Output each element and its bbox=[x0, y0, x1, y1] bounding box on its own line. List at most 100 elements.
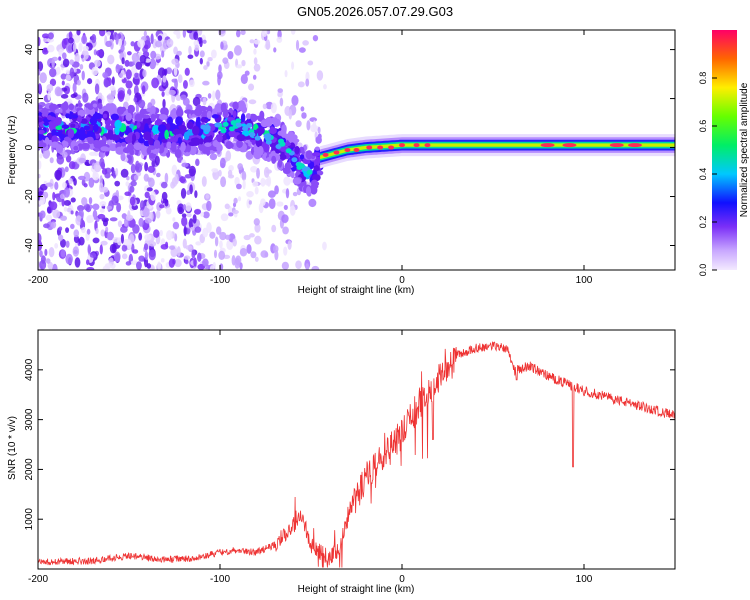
ridge-blob bbox=[146, 107, 153, 112]
noise-blob bbox=[121, 57, 125, 65]
noise-blob bbox=[186, 190, 191, 196]
ridge-blob bbox=[180, 141, 186, 152]
noise-blob bbox=[93, 59, 101, 68]
ridge-blob bbox=[44, 136, 50, 146]
noise-blob bbox=[254, 223, 261, 233]
noise-blob bbox=[182, 30, 187, 38]
noise-blob bbox=[115, 63, 121, 74]
ridge-blob bbox=[132, 133, 137, 143]
noise-blob bbox=[79, 63, 84, 70]
y-tick-label: 20 bbox=[24, 93, 35, 105]
noise-blob bbox=[305, 78, 310, 87]
x-tick-label: 0 bbox=[399, 574, 405, 585]
noise-blob bbox=[297, 81, 305, 88]
noise-blob bbox=[172, 221, 180, 230]
noise-blob bbox=[215, 226, 222, 235]
noise-blob bbox=[58, 56, 62, 61]
noise-blob bbox=[273, 47, 277, 53]
noise-blob bbox=[68, 177, 73, 185]
ridge-blob bbox=[274, 122, 279, 128]
noise-blob bbox=[92, 171, 100, 181]
noise-blob bbox=[254, 186, 259, 195]
noise-blob bbox=[182, 204, 187, 210]
noise-blob bbox=[159, 204, 165, 209]
noise-blob bbox=[60, 94, 69, 99]
x-tick-label: -200 bbox=[28, 275, 48, 286]
ridge-hot-blob bbox=[285, 148, 292, 154]
noise-blob bbox=[195, 158, 200, 167]
noise-blob bbox=[91, 66, 99, 76]
noise-blob bbox=[69, 59, 74, 65]
noise-blob bbox=[181, 213, 187, 218]
noise-blob bbox=[130, 163, 136, 174]
noise-blob bbox=[250, 251, 257, 259]
noise-blob bbox=[65, 253, 73, 265]
noise-blob bbox=[207, 93, 212, 99]
colorbar: 0.0 0.2 0.4 0.6 0.8 Normalized spectral ampl… bbox=[698, 30, 750, 276]
ridge-blob bbox=[227, 142, 234, 149]
ridge-blob bbox=[134, 150, 139, 156]
noise-blob bbox=[87, 244, 91, 255]
noise-blob bbox=[65, 69, 71, 75]
ridge-blob bbox=[38, 104, 43, 110]
noise-blob bbox=[306, 120, 311, 131]
snr-frame bbox=[37, 329, 676, 570]
noise-blob bbox=[262, 103, 267, 110]
spectrogram-x-axis-label: Height of straight line (km) bbox=[298, 285, 415, 296]
noise-blob bbox=[202, 211, 210, 219]
noise-blob bbox=[197, 252, 202, 262]
noise-blob bbox=[217, 74, 221, 86]
noise-blob bbox=[231, 255, 236, 266]
noise-blob bbox=[77, 175, 86, 181]
noise-blob bbox=[43, 223, 50, 229]
ridge-blob bbox=[161, 138, 168, 143]
noise-blob bbox=[177, 203, 185, 215]
noise-blob bbox=[159, 229, 163, 237]
noise-blob bbox=[52, 191, 56, 201]
ridge-blob bbox=[144, 123, 149, 133]
noise-blob bbox=[52, 209, 61, 219]
ridge-hot-blob bbox=[222, 121, 229, 127]
ridge-hot-blob bbox=[220, 128, 227, 134]
noise-blob bbox=[182, 97, 190, 106]
noise-blob bbox=[73, 235, 80, 244]
noise-blob bbox=[121, 244, 128, 252]
ridge-blob bbox=[305, 150, 313, 160]
noise-blob bbox=[236, 64, 243, 69]
noise-blob bbox=[151, 77, 160, 89]
colorbar-tick-label: 0.8 bbox=[698, 72, 708, 85]
noise-blob bbox=[248, 83, 255, 91]
noise-blob bbox=[126, 176, 130, 181]
noise-blob bbox=[239, 248, 248, 257]
ridge-blob bbox=[216, 143, 223, 152]
noise-blob bbox=[148, 241, 157, 247]
peak-spot bbox=[377, 145, 384, 150]
x-tick-label: 100 bbox=[576, 574, 593, 585]
noise-blob bbox=[100, 240, 108, 246]
noise-blob bbox=[199, 37, 203, 48]
y-tick-label: 3000 bbox=[24, 408, 35, 431]
noise-blob bbox=[132, 224, 140, 234]
noise-blob bbox=[260, 250, 269, 258]
ridge-hot-blob bbox=[230, 120, 237, 126]
noise-blob bbox=[65, 240, 70, 248]
noise-blob bbox=[183, 255, 191, 260]
peak-spot bbox=[540, 143, 555, 148]
ridge-blob bbox=[220, 102, 227, 113]
ridge-blob bbox=[127, 104, 134, 115]
x-tick-label: 100 bbox=[576, 275, 593, 286]
ridge-blob bbox=[92, 112, 102, 120]
y-tick-label: -40 bbox=[24, 238, 35, 253]
noise-blob bbox=[156, 172, 161, 178]
noise-blob bbox=[58, 234, 64, 241]
noise-blob bbox=[94, 83, 100, 95]
ridge-hot-blob bbox=[228, 126, 235, 132]
noise-blob bbox=[134, 78, 140, 86]
noise-blob bbox=[137, 39, 145, 48]
noise-blob bbox=[56, 66, 61, 75]
ridge-blob bbox=[236, 134, 246, 142]
ridge-blob bbox=[122, 147, 131, 154]
noise-blob bbox=[61, 80, 65, 86]
noise-blob bbox=[125, 69, 132, 80]
